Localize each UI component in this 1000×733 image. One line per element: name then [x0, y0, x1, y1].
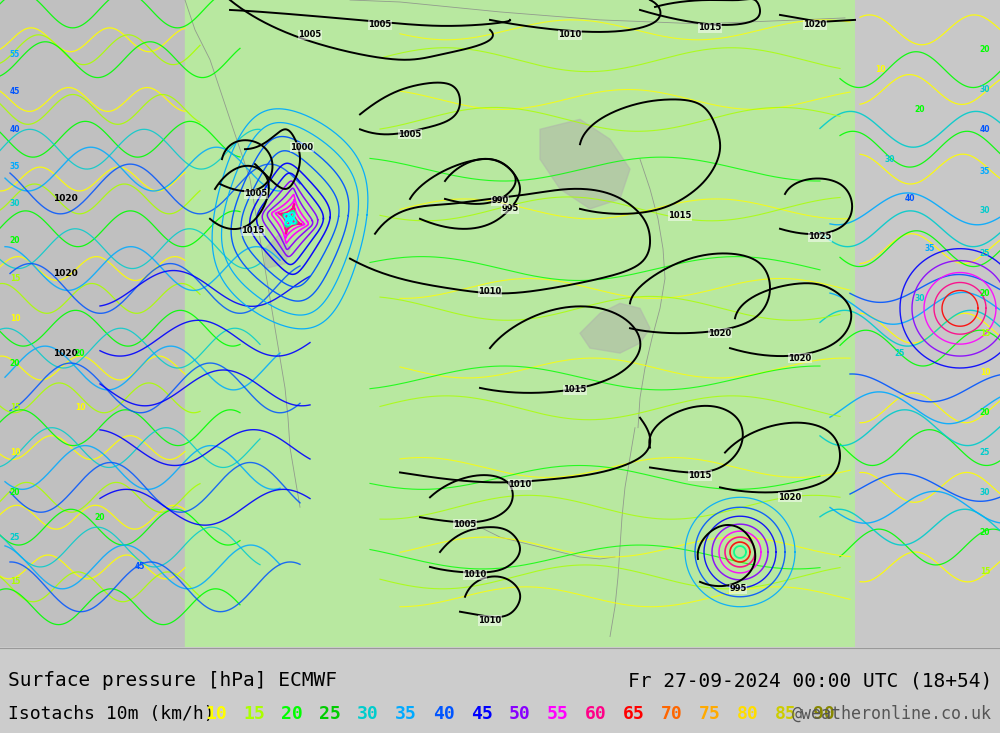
Text: 20: 20	[10, 358, 20, 367]
Text: 1005: 1005	[398, 130, 422, 139]
Text: @weatheronline.co.uk: @weatheronline.co.uk	[792, 705, 992, 723]
Text: 20: 20	[980, 45, 990, 54]
Text: 1000: 1000	[290, 143, 314, 152]
Polygon shape	[540, 119, 630, 209]
Text: 30: 30	[980, 207, 990, 216]
Text: 15: 15	[980, 567, 990, 576]
Text: 1010: 1010	[508, 480, 532, 489]
Text: 1015: 1015	[563, 386, 587, 394]
Text: 15: 15	[243, 705, 265, 723]
Text: 85: 85	[775, 705, 797, 723]
Text: 30: 30	[980, 85, 990, 94]
Text: 80: 80	[737, 705, 759, 723]
Text: 10: 10	[75, 403, 85, 412]
Text: 1020: 1020	[778, 493, 802, 502]
Text: 10: 10	[875, 65, 885, 74]
Text: 1020: 1020	[53, 349, 77, 358]
Text: 15: 15	[10, 578, 20, 586]
Text: 1015: 1015	[241, 226, 265, 235]
Text: 30: 30	[885, 155, 895, 163]
Text: 1025: 1025	[808, 232, 832, 241]
Text: 10: 10	[205, 705, 227, 723]
Text: 30: 30	[980, 488, 990, 497]
Text: 25: 25	[980, 249, 990, 258]
Text: 1020: 1020	[53, 269, 77, 278]
Text: Surface pressure [hPa] ECMWF: Surface pressure [hPa] ECMWF	[8, 671, 337, 690]
Text: 30: 30	[357, 705, 379, 723]
Text: 1015: 1015	[688, 471, 712, 480]
Text: 30: 30	[10, 199, 20, 208]
Text: 45: 45	[10, 87, 20, 96]
Text: 1015: 1015	[668, 211, 692, 221]
Text: 50: 50	[509, 705, 531, 723]
Text: Fr 27-09-2024 00:00 UTC (18+54): Fr 27-09-2024 00:00 UTC (18+54)	[628, 671, 992, 690]
Text: 45: 45	[135, 562, 145, 572]
Text: 25: 25	[895, 349, 905, 358]
Text: 995: 995	[501, 205, 519, 213]
Text: 10: 10	[10, 314, 20, 323]
Text: 1020: 1020	[708, 328, 732, 338]
Text: 55: 55	[547, 705, 569, 723]
Text: 20: 20	[915, 105, 925, 114]
Text: 990: 990	[491, 196, 509, 205]
Text: 40: 40	[10, 125, 20, 134]
Text: 15: 15	[980, 328, 990, 338]
Text: 75: 75	[699, 705, 721, 723]
Text: 1015: 1015	[698, 23, 722, 32]
Text: 20: 20	[980, 528, 990, 537]
Text: 25: 25	[10, 533, 20, 542]
Text: 1020: 1020	[53, 194, 77, 204]
Text: 40: 40	[433, 705, 455, 723]
Text: 15: 15	[10, 403, 20, 412]
Text: 20: 20	[95, 512, 105, 522]
Text: 45: 45	[471, 705, 493, 723]
Text: 15: 15	[10, 274, 20, 283]
Text: 35: 35	[925, 244, 935, 253]
Text: 20: 20	[980, 289, 990, 298]
Text: 1005: 1005	[453, 520, 477, 528]
Text: 20: 20	[10, 236, 20, 246]
Text: 65: 65	[623, 705, 645, 723]
Text: 40: 40	[980, 125, 990, 134]
Text: 25: 25	[319, 705, 341, 723]
Text: 1005: 1005	[244, 189, 268, 199]
Text: 1005: 1005	[298, 30, 322, 40]
Text: 40: 40	[905, 194, 915, 204]
Text: 995: 995	[729, 584, 747, 593]
Text: Isotachs 10m (km/h): Isotachs 10m (km/h)	[8, 705, 215, 723]
Polygon shape	[580, 303, 650, 353]
Text: 70: 70	[661, 705, 683, 723]
Text: 20: 20	[980, 408, 990, 417]
Text: 20: 20	[10, 488, 20, 497]
Polygon shape	[185, 0, 855, 647]
Text: 55: 55	[10, 50, 20, 59]
Text: 1010: 1010	[478, 616, 502, 625]
Text: 35: 35	[10, 161, 20, 171]
Text: 10: 10	[980, 369, 990, 377]
Text: 1010: 1010	[463, 570, 487, 579]
Text: 20: 20	[281, 705, 303, 723]
Polygon shape	[265, 234, 290, 268]
Text: 1010: 1010	[558, 30, 582, 40]
Bar	[855, 0, 1000, 647]
Text: 30: 30	[915, 294, 925, 303]
Text: 90: 90	[813, 705, 835, 723]
Text: 20: 20	[75, 349, 85, 358]
Text: 10: 10	[10, 448, 20, 457]
Bar	[0, 0, 185, 647]
Text: 35: 35	[980, 166, 990, 176]
Text: 1020: 1020	[803, 21, 827, 29]
Text: 1020: 1020	[788, 353, 812, 363]
Text: 1010: 1010	[478, 287, 502, 296]
Text: 1005: 1005	[368, 21, 392, 29]
Text: 60: 60	[585, 705, 607, 723]
Text: 25: 25	[980, 448, 990, 457]
Text: 35: 35	[395, 705, 417, 723]
